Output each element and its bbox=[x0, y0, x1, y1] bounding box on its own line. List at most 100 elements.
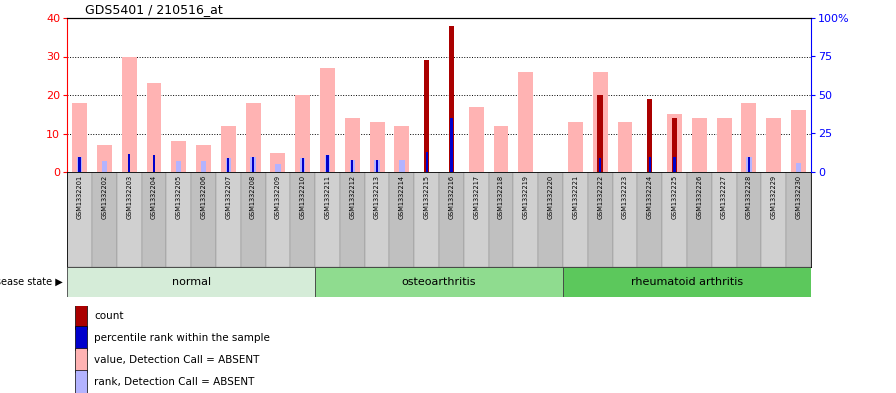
Text: GSM1332202: GSM1332202 bbox=[101, 175, 108, 219]
Bar bbox=[74, 348, 87, 372]
Text: GSM1332216: GSM1332216 bbox=[448, 175, 454, 219]
Bar bbox=[424, 61, 429, 172]
Bar bbox=[74, 304, 87, 329]
Bar bbox=[598, 158, 603, 172]
Text: GSM1332221: GSM1332221 bbox=[573, 175, 579, 219]
Bar bbox=[464, 172, 488, 267]
Bar bbox=[494, 126, 508, 172]
Bar bbox=[692, 118, 707, 172]
Bar bbox=[687, 172, 711, 267]
Bar bbox=[365, 172, 390, 267]
Bar bbox=[593, 72, 607, 172]
Bar bbox=[613, 172, 637, 267]
Text: GSM1332222: GSM1332222 bbox=[597, 175, 603, 219]
Text: GSM1332205: GSM1332205 bbox=[176, 175, 182, 219]
Text: GDS5401 / 210516_at: GDS5401 / 210516_at bbox=[85, 3, 223, 16]
Text: rank, Detection Call = ABSENT: rank, Detection Call = ABSENT bbox=[94, 376, 254, 387]
Bar bbox=[167, 172, 191, 267]
Text: disease state ▶: disease state ▶ bbox=[0, 277, 63, 287]
Bar bbox=[674, 156, 676, 172]
Bar bbox=[426, 152, 427, 172]
Text: GSM1332211: GSM1332211 bbox=[324, 175, 331, 219]
Bar bbox=[349, 160, 355, 172]
Bar bbox=[351, 160, 353, 172]
Bar bbox=[399, 160, 405, 172]
Text: GSM1332204: GSM1332204 bbox=[151, 175, 157, 219]
Bar bbox=[786, 172, 811, 267]
Bar bbox=[147, 83, 161, 172]
Bar bbox=[796, 163, 801, 172]
Bar bbox=[196, 145, 211, 172]
Text: percentile rank within the sample: percentile rank within the sample bbox=[94, 333, 270, 343]
Bar bbox=[315, 172, 340, 267]
Bar bbox=[74, 369, 87, 393]
Bar bbox=[451, 118, 452, 172]
Text: GSM1332225: GSM1332225 bbox=[671, 175, 677, 219]
Text: GSM1332203: GSM1332203 bbox=[126, 175, 133, 219]
Bar bbox=[717, 118, 731, 172]
Bar bbox=[598, 95, 603, 172]
Text: GSM1332209: GSM1332209 bbox=[275, 175, 281, 219]
Bar bbox=[216, 172, 241, 267]
Text: GSM1332208: GSM1332208 bbox=[250, 175, 256, 219]
Bar bbox=[226, 158, 231, 172]
Bar bbox=[176, 161, 182, 172]
Text: GSM1332213: GSM1332213 bbox=[374, 175, 380, 219]
Bar bbox=[320, 68, 335, 172]
Bar bbox=[201, 161, 206, 172]
Bar bbox=[73, 103, 87, 172]
Bar bbox=[271, 153, 285, 172]
Bar bbox=[300, 158, 306, 172]
Bar bbox=[588, 172, 613, 267]
Text: GSM1332220: GSM1332220 bbox=[547, 175, 554, 219]
Bar bbox=[390, 172, 414, 267]
Bar bbox=[746, 156, 752, 172]
Bar bbox=[153, 155, 155, 172]
Bar bbox=[568, 122, 582, 172]
Bar bbox=[469, 107, 484, 172]
Bar bbox=[142, 172, 167, 267]
Bar bbox=[791, 110, 806, 172]
Bar bbox=[74, 326, 87, 351]
Bar bbox=[67, 172, 92, 267]
Text: value, Detection Call = ABSENT: value, Detection Call = ABSENT bbox=[94, 355, 259, 365]
Bar bbox=[265, 172, 290, 267]
Text: GSM1332230: GSM1332230 bbox=[796, 175, 802, 219]
Bar bbox=[672, 118, 677, 172]
Bar bbox=[171, 141, 186, 172]
Text: rheumatoid arthritis: rheumatoid arthritis bbox=[631, 277, 743, 287]
Bar bbox=[394, 126, 409, 172]
Text: osteoarthritis: osteoarthritis bbox=[401, 277, 477, 287]
Text: GSM1332210: GSM1332210 bbox=[299, 175, 306, 219]
Bar bbox=[324, 155, 331, 172]
Text: GSM1332212: GSM1332212 bbox=[349, 175, 356, 219]
Bar bbox=[649, 156, 650, 172]
Bar bbox=[668, 114, 682, 172]
Bar bbox=[449, 26, 454, 172]
Text: count: count bbox=[94, 311, 124, 321]
Bar bbox=[637, 172, 662, 267]
Text: GSM1332206: GSM1332206 bbox=[201, 175, 207, 219]
Bar bbox=[375, 160, 380, 172]
Bar bbox=[241, 172, 265, 267]
Bar bbox=[67, 267, 315, 297]
Bar bbox=[414, 172, 439, 267]
Bar bbox=[488, 172, 513, 267]
Bar bbox=[563, 172, 588, 267]
Bar bbox=[97, 145, 112, 172]
Bar bbox=[290, 172, 315, 267]
Bar bbox=[79, 156, 81, 172]
Text: GSM1332223: GSM1332223 bbox=[622, 175, 628, 219]
Bar bbox=[513, 172, 538, 267]
Bar bbox=[116, 172, 142, 267]
Text: GSM1332218: GSM1332218 bbox=[498, 175, 504, 219]
Bar bbox=[563, 267, 811, 297]
Text: GSM1332229: GSM1332229 bbox=[771, 175, 777, 219]
Text: GSM1332226: GSM1332226 bbox=[696, 175, 702, 219]
Text: GSM1332201: GSM1332201 bbox=[76, 175, 82, 219]
Bar bbox=[762, 172, 786, 267]
Bar bbox=[122, 57, 136, 172]
Text: GSM1332227: GSM1332227 bbox=[721, 175, 728, 219]
Text: GSM1332224: GSM1332224 bbox=[647, 175, 653, 219]
Bar bbox=[647, 99, 652, 172]
